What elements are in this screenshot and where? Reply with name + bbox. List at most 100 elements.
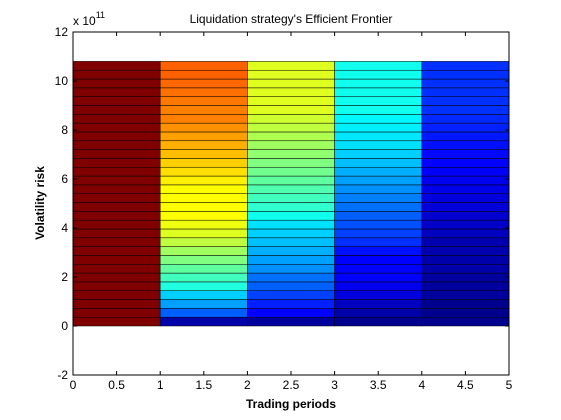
heatmap-cell-c2-b18 [247, 158, 335, 168]
y-tick-label-6: 10 [55, 74, 69, 88]
y-tick-label-4: 6 [61, 172, 68, 186]
heatmap-cell-c2-b25 [247, 96, 335, 106]
heatmap-cell-c4-b15 [421, 184, 510, 194]
y-tick-label-3: 4 [61, 221, 68, 235]
heatmap-cell-c1-b26 [159, 87, 248, 97]
heatmap-cell-c2-b9 [247, 237, 335, 247]
heatmap-cell-c3-b7 [334, 255, 423, 265]
heatmap-cell-c2-b6 [247, 264, 335, 274]
heatmap-cell-c1-b8 [159, 246, 248, 256]
heatmap-cell-c1-b7 [159, 255, 248, 265]
y-exponent-label: x 1011 [73, 10, 105, 28]
heatmap-cell-c3-b5 [334, 272, 423, 283]
heatmap-cell-c2-b15 [247, 184, 335, 194]
heatmap-cell-c2-b24 [247, 105, 335, 115]
heatmap-cell-c0-b23 [72, 114, 161, 124]
heatmap-cell-c2-b23 [247, 114, 335, 124]
heatmap-cell-c4-b13 [421, 202, 510, 212]
x-tick-label-4: 2 [244, 378, 251, 392]
heatmap-cell-c0-b4 [72, 281, 161, 291]
heatmap-cell-c4-b19 [421, 149, 510, 159]
heatmap-cell-c4-b16 [421, 175, 510, 186]
heatmap-cell-c0-b10 [72, 228, 161, 239]
heatmap-cell-c0-b12 [72, 211, 161, 221]
heatmap-cell-c1-b14 [159, 193, 248, 203]
heatmap-cell-c2-b28 [247, 69, 335, 80]
heatmap-cell-c1-b18 [159, 158, 248, 168]
heatmap-cell-c2-b2 [247, 299, 335, 309]
heatmap-cell-c4-b6 [421, 264, 510, 274]
heatmap-cell-c4-b21 [421, 131, 510, 142]
heatmap-cell-c3-b18 [334, 158, 423, 168]
heatmap-cell-c4-b2 [421, 299, 510, 309]
heatmap-cell-c4-b14 [421, 193, 510, 203]
heatmap-cell-c0-b3 [72, 290, 161, 300]
heatmap-cell-c0-b19 [72, 149, 161, 159]
heatmap-cell-c1-b17 [159, 166, 248, 177]
heatmap-cell-c2-b22 [247, 122, 335, 133]
heatmap-cell-c1-b5 [159, 272, 248, 283]
heatmap-cell-c4-b17 [421, 166, 510, 177]
x-tick-label-3: 1.5 [195, 378, 212, 392]
heatmap-cell-c2-b10 [247, 228, 335, 239]
heatmap-cell-c1-b4 [159, 281, 248, 291]
heatmap-cell-c3-b0 [334, 316, 423, 327]
heatmap-cell-c1-b9 [159, 237, 248, 247]
heatmap-cell-c0-b14 [72, 193, 161, 203]
heatmap-cell-c1-b15 [159, 184, 248, 194]
x-tick-label-9: 4.5 [457, 378, 474, 392]
heatmap-cell-c4-b9 [421, 237, 510, 247]
heatmap-cell-c3-b21 [334, 131, 423, 142]
heatmap-cell-c4-b26 [421, 87, 510, 97]
heatmap-cell-c3-b3 [334, 290, 423, 300]
heatmap-cell-c3-b1 [334, 308, 423, 318]
heatmap-cell-c3-b12 [334, 211, 423, 221]
heatmap-bands [72, 61, 510, 327]
heatmap-cell-c3-b8 [334, 246, 423, 256]
heatmap-cell-c3-b16 [334, 175, 423, 186]
heatmap-cell-c4-b1 [421, 308, 510, 318]
heatmap-cell-c1-b27 [159, 78, 248, 89]
chart-title: Liquidation strategy's Efficient Frontie… [190, 12, 393, 26]
heatmap-cell-c0-b13 [72, 202, 161, 212]
heatmap-cell-c1-b10 [159, 228, 248, 239]
heatmap-cell-c3-b15 [334, 184, 423, 194]
heatmap-cell-c4-b4 [421, 281, 510, 291]
heatmap-cell-c4-b29 [421, 61, 510, 71]
heatmap-cell-c3-b17 [334, 166, 423, 177]
heatmap-cell-c2-b20 [247, 140, 335, 150]
x-tick-label-10: 5 [506, 378, 513, 392]
heatmap-cell-c1-b3 [159, 290, 248, 300]
heatmap-cell-c4-b28 [421, 69, 510, 80]
x-tick-label-5: 2.5 [283, 378, 300, 392]
heatmap-cell-c3-b26 [334, 87, 423, 97]
heatmap-cell-c3-b14 [334, 193, 423, 203]
heatmap-cell-c2-b19 [247, 149, 335, 159]
heatmap-cell-c4-b22 [421, 122, 510, 133]
heatmap-cell-c2-b12 [247, 211, 335, 221]
y-tick-label-1: 0 [61, 319, 68, 333]
heatmap-cell-c1-b11 [159, 219, 248, 230]
heatmap-cell-c3-b25 [334, 96, 423, 106]
heatmap-cell-c2-b11 [247, 219, 335, 230]
heatmap-cell-c3-b4 [334, 281, 423, 291]
x-tick-label-2: 1 [157, 378, 164, 392]
heatmap-cell-c4-b24 [421, 105, 510, 115]
heatmap-cell-c0-b17 [72, 166, 161, 177]
heatmap-cell-c2-b13 [247, 202, 335, 212]
heatmap-cell-c3-b10 [334, 228, 423, 239]
heatmap-cell-c3-b23 [334, 114, 423, 124]
heatmap-cell-c0-b2 [72, 299, 161, 309]
heatmap-cell-c1-b21 [159, 131, 248, 142]
x-tick-label-7: 3.5 [370, 378, 387, 392]
heatmap-cell-c2-b27 [247, 78, 335, 89]
heatmap-cell-c0-b29 [72, 61, 161, 71]
y-exponent-base: x 10 [73, 14, 96, 28]
heatmap-cell-c4-b3 [421, 290, 510, 300]
heatmap-cell-c3-b13 [334, 202, 423, 212]
heatmap-cell-c0-b20 [72, 140, 161, 150]
y-tick-label-0: -2 [57, 368, 68, 382]
heatmap-cell-c2-b7 [247, 255, 335, 265]
heatmap-cell-c0-b11 [72, 219, 161, 230]
